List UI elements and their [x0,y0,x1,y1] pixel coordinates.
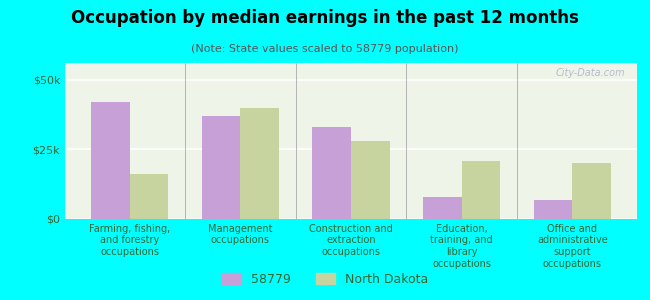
Text: Occupation by median earnings in the past 12 months: Occupation by median earnings in the pas… [71,9,579,27]
Bar [423,197,462,219]
Bar [312,127,351,219]
Legend: 58779, North Dakota: 58779, North Dakota [217,268,433,291]
Text: (Note: State values scaled to 58779 population): (Note: State values scaled to 58779 popu… [191,44,459,53]
Bar [462,160,501,219]
Bar [534,200,572,219]
Bar [91,102,130,219]
Bar [240,108,279,219]
Bar [202,116,240,219]
Text: City-Data.com: City-Data.com [556,68,625,78]
Bar [351,141,390,219]
Bar [130,174,168,219]
Bar [572,163,611,219]
